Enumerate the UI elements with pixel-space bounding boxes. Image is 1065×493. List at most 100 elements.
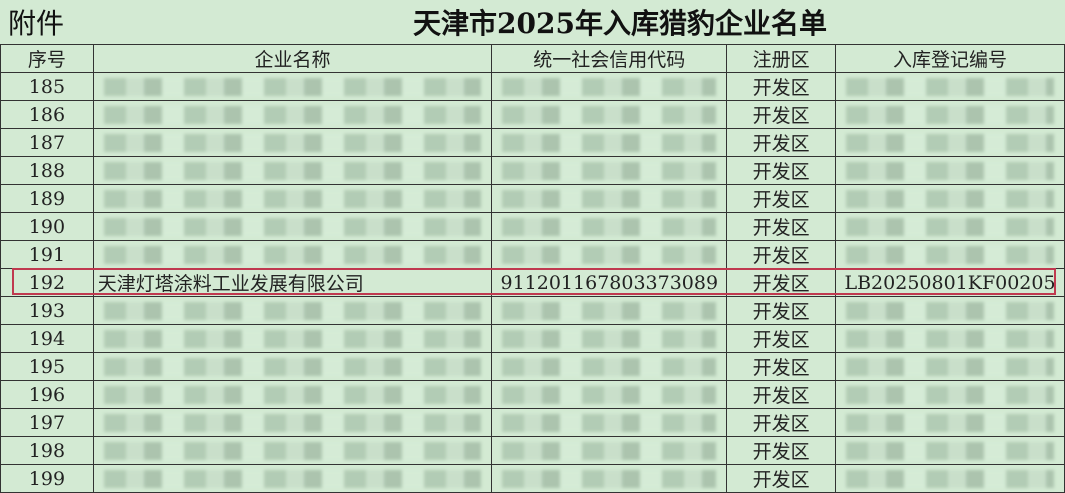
cell-district[interactable]: 开发区 bbox=[726, 156, 837, 185]
cell-district[interactable]: 开发区 bbox=[726, 128, 837, 157]
cell-district[interactable]: 开发区 bbox=[726, 240, 837, 269]
cell-reg[interactable] bbox=[835, 128, 1065, 157]
cell-reg[interactable] bbox=[835, 184, 1065, 213]
cell-no[interactable]: 191 bbox=[0, 240, 94, 269]
cell-district[interactable]: 开发区 bbox=[726, 72, 837, 101]
cell-no[interactable]: 195 bbox=[0, 352, 94, 381]
cell-district[interactable]: 开发区 bbox=[726, 184, 837, 213]
redacted-cell bbox=[846, 441, 1054, 460]
cell-code[interactable] bbox=[491, 128, 728, 157]
cell-district[interactable]: 开发区 bbox=[726, 380, 837, 409]
cell-reg[interactable] bbox=[835, 324, 1065, 353]
table-row: 193 开发区 bbox=[0, 296, 1065, 325]
redacted-cell bbox=[502, 469, 717, 488]
redacted-cell bbox=[103, 245, 482, 264]
cell-code[interactable] bbox=[491, 100, 728, 129]
cell-reg[interactable] bbox=[835, 240, 1065, 269]
cell-code[interactable] bbox=[491, 296, 728, 325]
cell-district[interactable]: 开发区 bbox=[726, 268, 837, 297]
redacted-cell bbox=[502, 413, 717, 432]
cell-no[interactable]: 187 bbox=[0, 128, 94, 157]
cell-no[interactable]: 186 bbox=[0, 100, 94, 129]
redacted-cell bbox=[502, 217, 717, 236]
cell-no[interactable]: 185 bbox=[0, 72, 94, 101]
cell-name[interactable] bbox=[92, 240, 493, 269]
cell-no[interactable]: 199 bbox=[0, 464, 94, 493]
redacted-cell bbox=[846, 385, 1054, 404]
cell-district[interactable]: 开发区 bbox=[726, 212, 837, 241]
cell-code[interactable] bbox=[491, 72, 728, 101]
cell-district[interactable]: 开发区 bbox=[726, 464, 837, 493]
table-row: 192 天津灯塔涂料工业发展有限公司 911201167803373089 开发区 LB… bbox=[0, 268, 1065, 297]
cell-district[interactable]: 开发区 bbox=[726, 436, 837, 465]
cell-name[interactable] bbox=[92, 100, 493, 129]
cell-no[interactable]: 198 bbox=[0, 436, 94, 465]
cell-district[interactable]: 开发区 bbox=[726, 352, 837, 381]
cell-district[interactable]: 开发区 bbox=[726, 296, 837, 325]
redacted-cell bbox=[846, 413, 1054, 432]
cell-name[interactable] bbox=[92, 212, 493, 241]
cell-name[interactable] bbox=[92, 436, 493, 465]
redacted-cell bbox=[103, 77, 482, 96]
cell-code[interactable] bbox=[491, 408, 728, 437]
cell-reg[interactable] bbox=[835, 212, 1065, 241]
cell-code[interactable] bbox=[491, 212, 728, 241]
header-name[interactable]: 企业名称 bbox=[92, 44, 493, 73]
cell-district[interactable]: 开发区 bbox=[726, 324, 837, 353]
cell-name[interactable] bbox=[92, 352, 493, 381]
cell-code[interactable] bbox=[491, 240, 728, 269]
redacted-cell bbox=[103, 329, 482, 348]
redacted-cell bbox=[103, 301, 482, 320]
cell-name[interactable] bbox=[92, 380, 493, 409]
cell-reg[interactable] bbox=[835, 72, 1065, 101]
cell-name[interactable] bbox=[92, 324, 493, 353]
cell-reg[interactable] bbox=[835, 296, 1065, 325]
cell-district[interactable]: 开发区 bbox=[726, 100, 837, 129]
cell-code[interactable] bbox=[491, 380, 728, 409]
cell-reg[interactable] bbox=[835, 156, 1065, 185]
redacted-cell bbox=[846, 161, 1054, 180]
cell-reg[interactable] bbox=[835, 352, 1065, 381]
cell-no[interactable]: 190 bbox=[0, 212, 94, 241]
cell-reg[interactable] bbox=[835, 408, 1065, 437]
header-code[interactable]: 统一社会信用代码 bbox=[491, 44, 728, 73]
table-row: 199 开发区 bbox=[0, 464, 1065, 493]
cell-code[interactable] bbox=[491, 436, 728, 465]
cell-reg[interactable] bbox=[835, 464, 1065, 493]
cell-code[interactable] bbox=[491, 352, 728, 381]
cell-reg[interactable] bbox=[835, 436, 1065, 465]
cell-name[interactable] bbox=[92, 184, 493, 213]
header-district[interactable]: 注册区 bbox=[726, 44, 837, 73]
redacted-cell bbox=[103, 217, 482, 236]
cell-no[interactable]: 189 bbox=[0, 184, 94, 213]
cell-code[interactable] bbox=[491, 324, 728, 353]
cell-code[interactable] bbox=[491, 184, 728, 213]
cell-name[interactable] bbox=[92, 296, 493, 325]
cell-district[interactable]: 开发区 bbox=[726, 408, 837, 437]
redacted-cell bbox=[846, 329, 1054, 348]
cell-name[interactable] bbox=[92, 156, 493, 185]
cell-no[interactable]: 193 bbox=[0, 296, 94, 325]
cell-name[interactable] bbox=[92, 72, 493, 101]
cell-no[interactable]: 192 bbox=[0, 268, 94, 297]
cell-reg[interactable]: LB20250801KF00205 bbox=[835, 268, 1065, 297]
cell-no[interactable]: 196 bbox=[0, 380, 94, 409]
redacted-cell bbox=[502, 301, 717, 320]
cell-no[interactable]: 188 bbox=[0, 156, 94, 185]
redacted-cell bbox=[846, 357, 1054, 376]
cell-code[interactable] bbox=[491, 464, 728, 493]
header-reg[interactable]: 入库登记编号 bbox=[835, 44, 1065, 73]
cell-no[interactable]: 197 bbox=[0, 408, 94, 437]
cell-code[interactable]: 911201167803373089 bbox=[491, 268, 728, 297]
cell-name[interactable] bbox=[92, 408, 493, 437]
cell-no[interactable]: 194 bbox=[0, 324, 94, 353]
cell-code[interactable] bbox=[491, 156, 728, 185]
header-no[interactable]: 序号 bbox=[0, 44, 94, 73]
cell-name[interactable] bbox=[92, 464, 493, 493]
cell-reg[interactable] bbox=[835, 100, 1065, 129]
cell-reg[interactable] bbox=[835, 380, 1065, 409]
table-row: 191 开发区 bbox=[0, 240, 1065, 269]
cell-name[interactable] bbox=[92, 128, 493, 157]
redacted-cell bbox=[103, 133, 482, 152]
cell-name[interactable]: 天津灯塔涂料工业发展有限公司 bbox=[92, 268, 493, 297]
